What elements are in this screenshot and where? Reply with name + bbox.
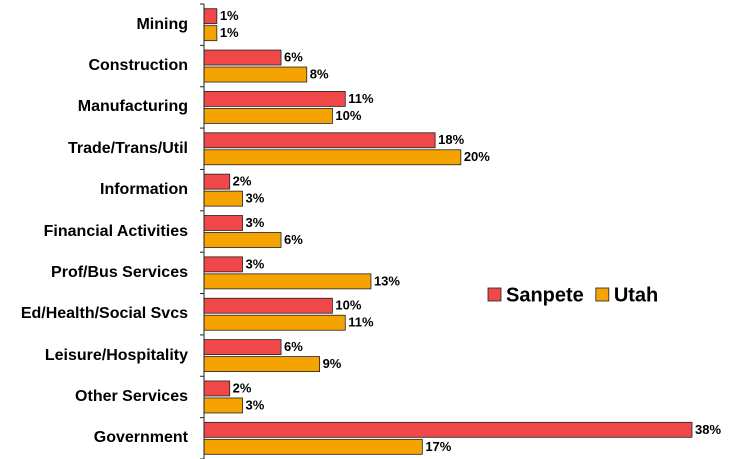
- data-label: 2%: [233, 174, 252, 189]
- bar: [203, 8, 218, 25]
- category-label: Financial Activities: [2, 206, 188, 258]
- bar: [203, 314, 346, 331]
- category-label: Prof/Bus Services: [2, 247, 188, 299]
- data-label: 10%: [335, 298, 361, 313]
- bar: [203, 190, 243, 207]
- data-label: 8%: [310, 66, 329, 81]
- bar: [203, 91, 346, 107]
- bar: [203, 339, 282, 355]
- bar: [203, 49, 282, 66]
- category-label: Construction: [2, 40, 188, 92]
- category-text: Trade/Trans/Util: [67, 139, 188, 157]
- bar: [203, 132, 436, 149]
- bar: [203, 273, 372, 290]
- bar: [203, 232, 282, 248]
- bar: [203, 380, 231, 397]
- data-label: 18%: [438, 132, 464, 147]
- category-label: Information: [2, 164, 188, 216]
- bar: [203, 108, 333, 124]
- category-text: Other Services: [75, 387, 188, 405]
- category-text: Information: [100, 181, 188, 199]
- category-text: Prof/Bus Services: [51, 263, 188, 281]
- data-label: 3%: [246, 397, 265, 412]
- data-label: 20%: [464, 149, 490, 164]
- bar: [203, 215, 243, 231]
- bar: [203, 149, 462, 166]
- category-label: Government: [2, 412, 188, 459]
- bar: [203, 25, 218, 42]
- category-text: Ed/Health/Social Svcs: [20, 305, 188, 323]
- category-label: Trade/Trans/Util: [2, 123, 188, 175]
- category-text: Construction: [88, 57, 188, 75]
- legend-label: Utah: [614, 284, 658, 306]
- legend-label: Sanpete: [506, 284, 584, 306]
- bar: [203, 66, 308, 83]
- data-label: 13%: [374, 273, 400, 288]
- category-text: Financial Activities: [43, 222, 188, 240]
- bar: [203, 173, 231, 190]
- data-label: 9%: [323, 356, 342, 371]
- bar: [203, 421, 693, 438]
- data-label: 6%: [284, 49, 303, 64]
- category-text: Government: [93, 429, 188, 447]
- data-label: 6%: [284, 339, 303, 354]
- category-label: Leisure/Hospitality: [2, 330, 188, 382]
- legend-swatch: [487, 287, 502, 302]
- data-label: 10%: [335, 108, 361, 123]
- data-label: 3%: [246, 256, 265, 271]
- data-label: 11%: [348, 91, 374, 106]
- category-text: Leisure/Hospitality: [44, 346, 188, 364]
- category-text: Mining: [136, 15, 188, 33]
- bar: [203, 356, 320, 372]
- bar: [203, 297, 333, 314]
- data-label: 17%: [425, 439, 451, 454]
- bar: [203, 256, 243, 273]
- legend-swatch: [595, 287, 610, 302]
- data-label: 1%: [220, 8, 239, 23]
- category-label: Manufacturing: [2, 81, 188, 133]
- category-text: Manufacturing: [77, 98, 188, 116]
- category-label: Other Services: [2, 371, 188, 423]
- category-label: Ed/Health/Social Svcs: [2, 288, 188, 340]
- data-label: 6%: [284, 232, 303, 247]
- data-label: 38%: [695, 422, 721, 437]
- data-label: 3%: [246, 191, 265, 206]
- data-label: 3%: [246, 215, 265, 230]
- data-label: 11%: [348, 315, 374, 330]
- category-label: Mining: [2, 0, 188, 51]
- data-label: 2%: [233, 380, 252, 395]
- bar: [203, 438, 423, 455]
- bar: [203, 397, 243, 414]
- data-label: 1%: [220, 25, 239, 40]
